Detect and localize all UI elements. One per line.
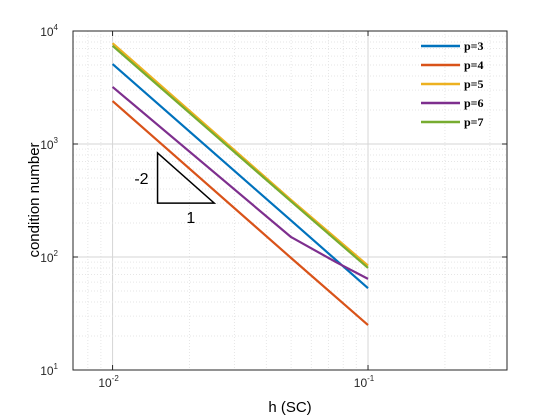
series-layer bbox=[111, 42, 369, 326]
legend-label: p=7 bbox=[464, 115, 484, 129]
y-tick-exponent: 1 bbox=[54, 362, 59, 371]
y-tick-exponent: 4 bbox=[54, 23, 59, 32]
x-tick-exponent: -2 bbox=[112, 374, 120, 383]
series-line-p4 bbox=[111, 100, 369, 326]
x-tick-exponent: -1 bbox=[367, 374, 375, 383]
x-axis-label: h (SC) bbox=[268, 399, 311, 416]
axes-box bbox=[72, 30, 508, 371]
legend-label: p=6 bbox=[464, 96, 484, 110]
legend-label: p=4 bbox=[464, 58, 484, 72]
legend-label: p=3 bbox=[464, 39, 484, 53]
y-tick-exponent: 3 bbox=[54, 136, 59, 145]
run-label: 1 bbox=[186, 210, 195, 227]
slope-annotation: -2 1 bbox=[134, 151, 217, 227]
legend: p=3 p=4 p=5 p=6 p=7 bbox=[421, 39, 484, 129]
series-line-p7 bbox=[111, 44, 369, 269]
y-tick-exponent: 2 bbox=[54, 249, 59, 258]
ticks bbox=[73, 30, 507, 371]
series-line-p5 bbox=[111, 42, 369, 267]
slope-triangle bbox=[156, 151, 217, 204]
slope-label: -2 bbox=[134, 171, 148, 188]
y-axis-label: condition number bbox=[26, 142, 43, 257]
series-line-p6 bbox=[111, 86, 369, 280]
legend-label: p=5 bbox=[464, 77, 484, 91]
